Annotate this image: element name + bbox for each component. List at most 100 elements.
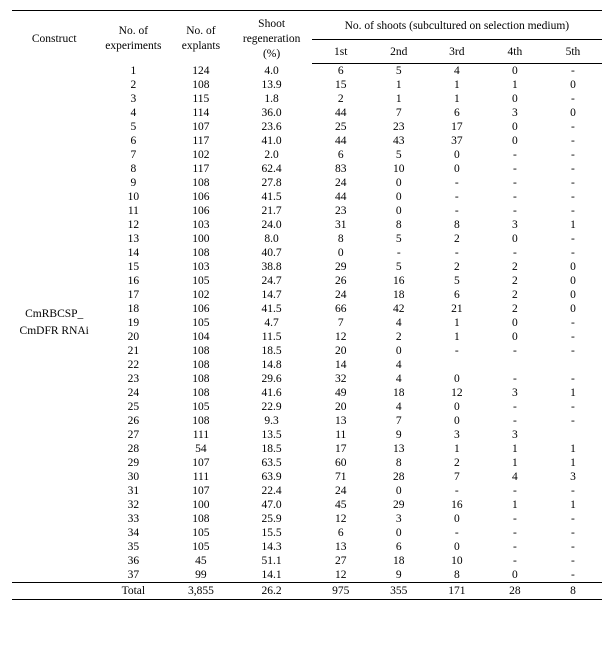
cell: 103 bbox=[170, 218, 231, 232]
cell: 36 bbox=[96, 554, 170, 568]
cell: 18.5 bbox=[232, 442, 312, 456]
table-row: 364551.1271810-- bbox=[12, 554, 602, 568]
cell: 1 bbox=[544, 218, 602, 232]
cell: 0 bbox=[428, 162, 486, 176]
cell: 0 bbox=[544, 274, 602, 288]
cell: 8.0 bbox=[232, 232, 312, 246]
cell: 14.8 bbox=[232, 358, 312, 372]
table-row: 1610524.72616520 bbox=[12, 274, 602, 288]
cell: 2 bbox=[370, 330, 428, 344]
cell: - bbox=[486, 554, 544, 568]
cell: - bbox=[486, 372, 544, 386]
cell: 29 bbox=[370, 498, 428, 512]
cell: 29.6 bbox=[232, 372, 312, 386]
cell: 4 bbox=[370, 358, 428, 372]
cell: 41.6 bbox=[232, 386, 312, 400]
cell: 66 bbox=[312, 302, 370, 316]
cell: - bbox=[428, 176, 486, 190]
cell: 31 bbox=[312, 218, 370, 232]
cell: - bbox=[486, 526, 544, 540]
cell: 106 bbox=[170, 204, 231, 218]
cell: 13 bbox=[370, 442, 428, 456]
cell: - bbox=[370, 246, 428, 260]
cell: 30 bbox=[96, 470, 170, 484]
cell: 20 bbox=[312, 400, 370, 414]
cell bbox=[486, 358, 544, 372]
cell: 25.9 bbox=[232, 512, 312, 526]
cell: 1 bbox=[486, 456, 544, 470]
cell: 45 bbox=[312, 498, 370, 512]
table-row: 611741.04443370- bbox=[12, 134, 602, 148]
cell: 27.8 bbox=[232, 176, 312, 190]
cell: 26 bbox=[312, 274, 370, 288]
cell: - bbox=[428, 190, 486, 204]
cell: 15 bbox=[312, 78, 370, 92]
cell: 1 bbox=[486, 442, 544, 456]
col-1st: 1st bbox=[312, 40, 370, 64]
cell: 0 bbox=[312, 246, 370, 260]
table-row: 411436.0447630 bbox=[12, 106, 602, 120]
table-row: 3011163.97128743 bbox=[12, 470, 602, 484]
table-row: 2210814.8144 bbox=[12, 358, 602, 372]
cell: 25 bbox=[312, 120, 370, 134]
cell: - bbox=[428, 344, 486, 358]
cell: 3 bbox=[486, 428, 544, 442]
cell: - bbox=[486, 190, 544, 204]
table-row: 1510338.8295220 bbox=[12, 260, 602, 274]
cell: 12 bbox=[312, 568, 370, 583]
cell: 63.9 bbox=[232, 470, 312, 484]
cell bbox=[12, 583, 96, 600]
cell: 108 bbox=[170, 372, 231, 386]
cell: 4 bbox=[370, 400, 428, 414]
table-row: 510723.62523170- bbox=[12, 120, 602, 134]
cell: 12 bbox=[428, 386, 486, 400]
cell: 1 bbox=[370, 78, 428, 92]
cell: - bbox=[544, 64, 602, 79]
cell: 3 bbox=[370, 512, 428, 526]
cell: 3,855 bbox=[170, 583, 231, 600]
cell: 0 bbox=[370, 344, 428, 358]
table-row: 285418.51713111 bbox=[12, 442, 602, 456]
col-5th: 5th bbox=[544, 40, 602, 64]
cell: 1 bbox=[428, 78, 486, 92]
col-3rd: 3rd bbox=[428, 40, 486, 64]
cell: - bbox=[544, 120, 602, 134]
data-table: Construct No. of experiments No. of expl… bbox=[12, 10, 602, 600]
cell: 1.8 bbox=[232, 92, 312, 106]
cell: 0 bbox=[370, 204, 428, 218]
cell: 18 bbox=[370, 554, 428, 568]
cell: 5 bbox=[370, 148, 428, 162]
cell: 32 bbox=[312, 372, 370, 386]
cell: 1 bbox=[486, 78, 544, 92]
col-shoot-regen: Shoot regeneration (%) bbox=[232, 11, 312, 64]
cell: 0 bbox=[428, 148, 486, 162]
col-no-experiments: No. of experiments bbox=[96, 11, 170, 64]
cell: 117 bbox=[170, 134, 231, 148]
cell: 108 bbox=[170, 414, 231, 428]
cell: - bbox=[544, 148, 602, 162]
cell: 12 bbox=[96, 218, 170, 232]
cell: 21.7 bbox=[232, 204, 312, 218]
cell: 1 bbox=[96, 64, 170, 79]
cell: 27 bbox=[312, 554, 370, 568]
cell: 0 bbox=[486, 134, 544, 148]
cell: 1 bbox=[428, 330, 486, 344]
cell: 13 bbox=[96, 232, 170, 246]
table-row: 1210324.0318831 bbox=[12, 218, 602, 232]
cell: 108 bbox=[170, 246, 231, 260]
cell: 114 bbox=[170, 106, 231, 120]
cell bbox=[544, 358, 602, 372]
col-group-shoots: No. of shoots (subcultured on selection … bbox=[312, 11, 602, 40]
cell: 108 bbox=[170, 386, 231, 400]
cell: 8 bbox=[96, 162, 170, 176]
table-row: 1810641.566422120 bbox=[12, 302, 602, 316]
cell: 33 bbox=[96, 512, 170, 526]
cell: 7 bbox=[312, 316, 370, 330]
cell: 108 bbox=[170, 344, 231, 358]
cell: - bbox=[544, 372, 602, 386]
cell: 5 bbox=[96, 120, 170, 134]
cell: - bbox=[486, 344, 544, 358]
cell: 4 bbox=[370, 316, 428, 330]
cell: 103 bbox=[170, 260, 231, 274]
cell: 60 bbox=[312, 456, 370, 470]
